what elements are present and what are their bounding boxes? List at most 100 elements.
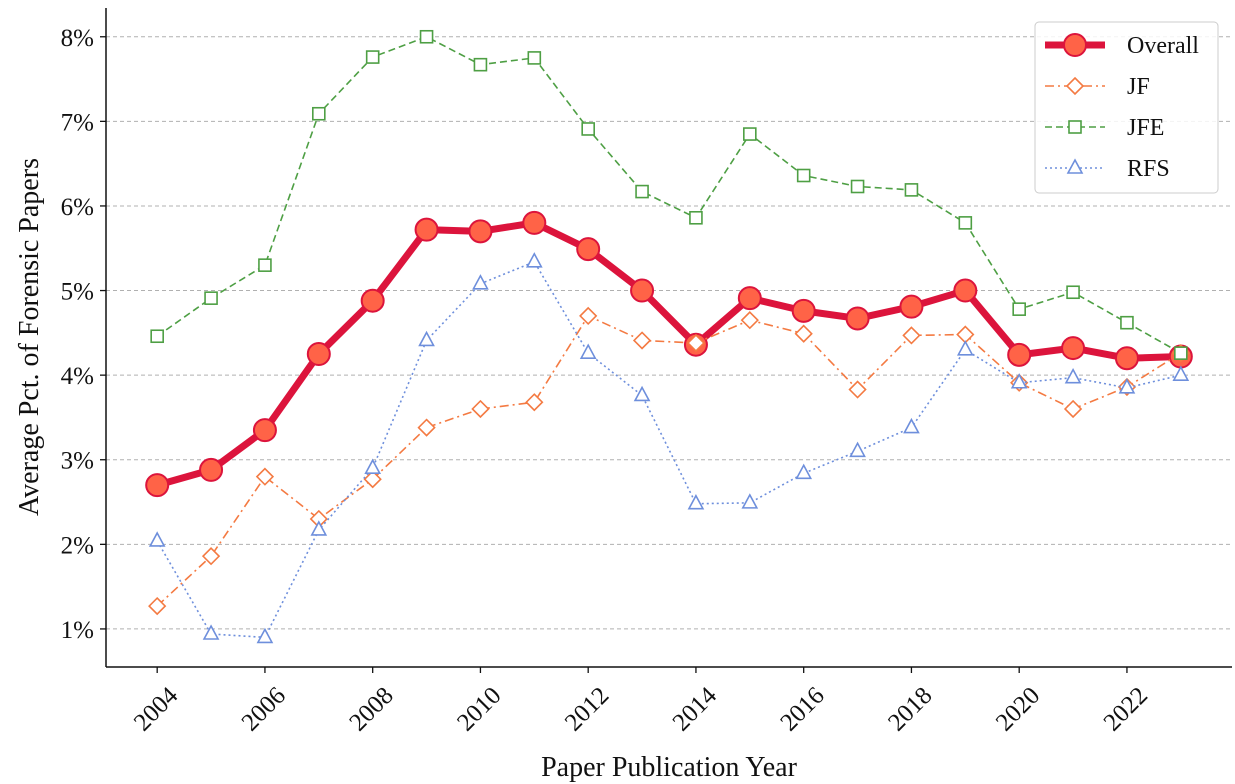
legend-label: JFE bbox=[1127, 115, 1164, 141]
point bbox=[796, 168, 811, 183]
legend-label: Overall bbox=[1127, 33, 1199, 59]
point bbox=[471, 399, 490, 419]
point bbox=[473, 57, 488, 72]
point bbox=[1066, 285, 1080, 300]
point bbox=[737, 286, 762, 311]
point bbox=[419, 29, 434, 44]
point bbox=[148, 531, 166, 547]
x-tick-label: 2016 bbox=[775, 682, 829, 736]
series-line bbox=[156, 219, 1181, 489]
point bbox=[418, 330, 435, 347]
x-tick-label: 2006 bbox=[237, 682, 291, 736]
point bbox=[899, 294, 924, 319]
point bbox=[255, 467, 275, 486]
series-line bbox=[156, 35, 1182, 354]
legend-marker bbox=[1065, 76, 1085, 96]
x-tick-label: 2010 bbox=[452, 682, 506, 736]
x-tick-label: 2012 bbox=[560, 682, 614, 736]
point bbox=[1120, 315, 1134, 330]
legend-label: JF bbox=[1127, 74, 1150, 100]
point bbox=[204, 291, 218, 305]
point bbox=[795, 463, 813, 480]
point bbox=[845, 306, 870, 331]
point bbox=[201, 547, 221, 566]
point bbox=[687, 494, 705, 510]
point bbox=[576, 237, 601, 262]
legend-box bbox=[1034, 21, 1219, 194]
point bbox=[1061, 336, 1086, 361]
point bbox=[472, 274, 489, 290]
point bbox=[1064, 367, 1082, 384]
point bbox=[1114, 346, 1139, 371]
point bbox=[525, 252, 543, 268]
y-tick-label: 7% bbox=[61, 109, 94, 136]
point bbox=[306, 341, 331, 366]
series-line bbox=[156, 260, 1182, 639]
y-tick-label: 6% bbox=[61, 194, 94, 221]
point bbox=[364, 458, 382, 474]
point bbox=[1010, 373, 1028, 389]
point bbox=[145, 473, 170, 498]
legend-marker bbox=[1066, 158, 1084, 174]
point bbox=[581, 122, 595, 136]
point bbox=[252, 418, 277, 443]
x-tick-label: 2020 bbox=[991, 682, 1045, 736]
y-axis-label: Average Pct. of Forensic Papers bbox=[14, 158, 45, 516]
point bbox=[956, 340, 974, 356]
point bbox=[202, 624, 220, 640]
point bbox=[365, 50, 380, 64]
point bbox=[903, 417, 920, 434]
point bbox=[848, 380, 867, 399]
point bbox=[527, 51, 542, 65]
point bbox=[256, 627, 274, 644]
point bbox=[150, 329, 164, 344]
point bbox=[310, 520, 328, 536]
point bbox=[741, 493, 759, 509]
point bbox=[312, 106, 326, 121]
point bbox=[740, 311, 759, 330]
point bbox=[794, 324, 813, 343]
point bbox=[635, 184, 649, 199]
point bbox=[953, 278, 978, 303]
point bbox=[1172, 365, 1190, 381]
point bbox=[522, 210, 547, 235]
legend-marker bbox=[1068, 120, 1082, 134]
series-line bbox=[156, 315, 1182, 607]
point bbox=[363, 470, 382, 489]
point bbox=[632, 331, 652, 350]
point bbox=[148, 596, 167, 616]
point bbox=[1007, 342, 1032, 367]
y-tick-label: 4% bbox=[61, 363, 94, 390]
x-tick-label: 2014 bbox=[668, 682, 723, 737]
x-tick-label: 2008 bbox=[344, 682, 398, 736]
point bbox=[1118, 378, 1136, 394]
point bbox=[199, 457, 224, 482]
legend-label: RFS bbox=[1127, 156, 1170, 182]
point bbox=[525, 393, 544, 412]
point bbox=[958, 216, 973, 230]
y-tick-label: 1% bbox=[61, 617, 94, 644]
point bbox=[743, 127, 757, 141]
point bbox=[850, 179, 865, 194]
point bbox=[258, 258, 272, 272]
y-tick-label: 8% bbox=[61, 25, 94, 52]
point bbox=[414, 217, 439, 242]
point bbox=[360, 288, 385, 313]
point bbox=[468, 219, 493, 244]
point bbox=[630, 278, 655, 303]
point bbox=[579, 306, 598, 326]
point bbox=[902, 326, 921, 345]
x-tick-label: 2004 bbox=[129, 682, 184, 737]
y-tick-label: 2% bbox=[61, 532, 94, 559]
point bbox=[1012, 302, 1026, 316]
x-tick-label: 2018 bbox=[883, 682, 937, 736]
y-tick-label: 5% bbox=[61, 279, 94, 306]
point bbox=[1174, 346, 1188, 360]
point bbox=[689, 210, 703, 225]
point bbox=[791, 298, 816, 323]
legend-marker bbox=[1063, 33, 1087, 57]
x-tick-label: 2022 bbox=[1099, 682, 1153, 736]
point bbox=[633, 385, 651, 402]
point bbox=[849, 441, 866, 458]
